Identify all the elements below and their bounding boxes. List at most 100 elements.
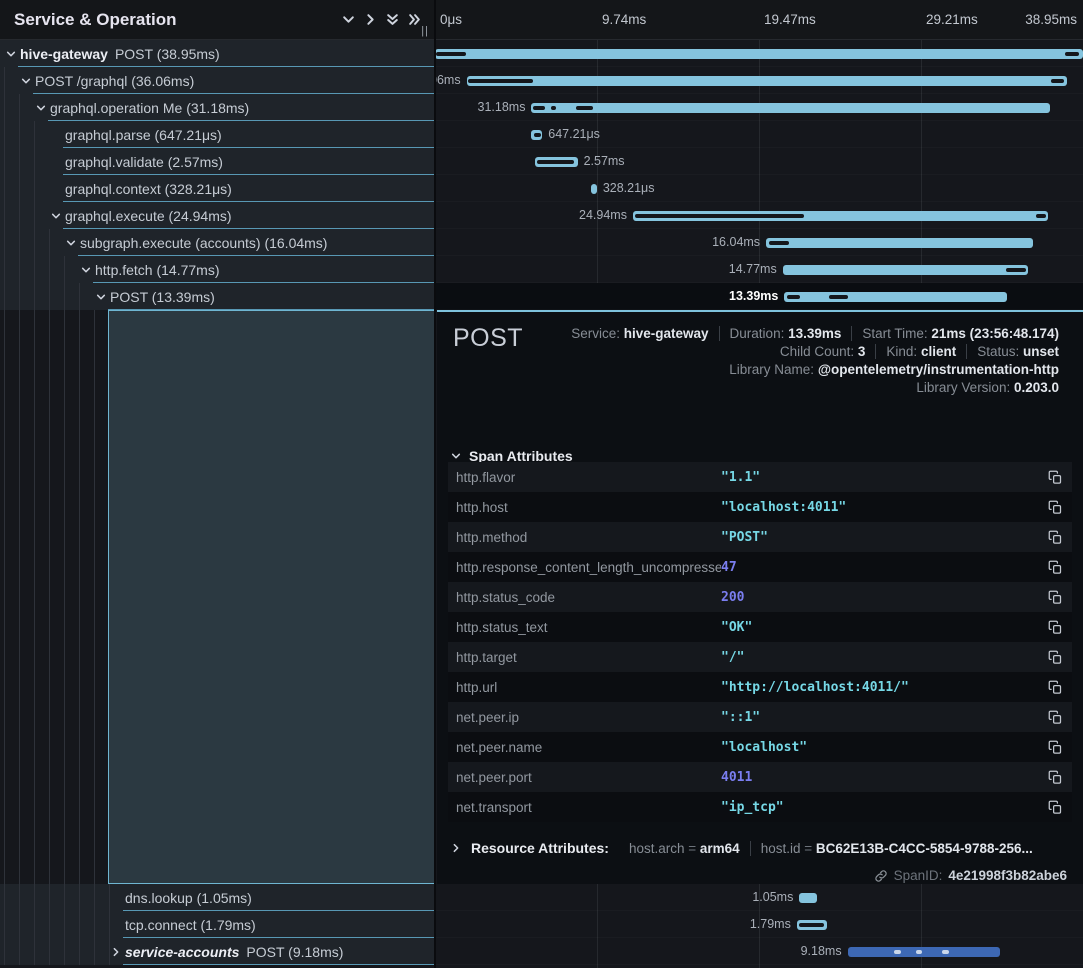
span-id-value: 4e21998f3b82abe6 [948, 868, 1067, 883]
span-duration-bar[interactable] [799, 893, 817, 903]
span-attributes-toggle[interactable]: Span Attributes [451, 448, 573, 464]
span-label: graphql.context (328.21μs) [65, 180, 232, 197]
span-duration-label: 1.05ms [752, 890, 794, 904]
span-duration-bar[interactable] [766, 238, 1033, 248]
span-duration-bar[interactable] [435, 49, 1083, 59]
indent-guides [4, 202, 35, 229]
span-bar-row[interactable]: 1.79ms [435, 911, 1083, 938]
span-tree-row[interactable]: hive-gateway POST (38.95ms) [0, 40, 435, 67]
copy-icon[interactable] [1046, 798, 1064, 816]
collapse-all-icon[interactable] [381, 9, 403, 31]
span-duration-bar[interactable] [531, 130, 543, 140]
span-bar-row[interactable]: 16.04ms [435, 229, 1083, 256]
panel-resize-handle[interactable]: || [421, 25, 429, 37]
copy-icon[interactable] [1046, 738, 1064, 756]
attribute-key: net.peer.name [456, 739, 543, 755]
collapse-one-icon[interactable] [337, 9, 359, 31]
indent-guides [4, 310, 104, 884]
span-duration-bar[interactable] [466, 76, 1067, 86]
span-tree-row[interactable]: POST (13.39ms) [0, 283, 435, 310]
panel-divider[interactable] [434, 0, 436, 968]
span-duration-bar[interactable] [847, 947, 1001, 957]
span-bar-row[interactable]: 647.21μs [435, 121, 1083, 148]
copy-icon[interactable] [1046, 678, 1064, 696]
attribute-row: net.peer.port 4011 [448, 762, 1072, 792]
detail-meta-item: Child Count: 3 [779, 344, 866, 359]
chevron-down-icon[interactable] [21, 76, 35, 86]
link-icon [874, 869, 887, 882]
span-duration-bar[interactable] [796, 920, 827, 930]
expand-one-icon[interactable] [359, 9, 381, 31]
chevron-down-icon[interactable] [51, 211, 65, 221]
copy-icon[interactable] [1046, 498, 1064, 516]
attribute-key: net.transport [456, 799, 532, 815]
copy-icon[interactable] [1046, 528, 1064, 546]
span-tree-row[interactable]: graphql.execute (24.94ms) [0, 202, 435, 229]
chevron-down-icon[interactable] [96, 292, 110, 302]
span-bar-row[interactable]: 31.18ms [435, 94, 1083, 121]
span-duration-label: 2.57ms [583, 154, 625, 168]
span-bar-row[interactable]: 9.18ms [435, 938, 1083, 965]
attribute-row: net.peer.ip "::1" [448, 702, 1072, 732]
resource-attribute-item: host.id = BC62E13B-C4CC-5854-9788-256... [749, 840, 1043, 856]
chevron-down-icon[interactable] [81, 265, 95, 275]
span-tree-row[interactable]: graphql.parse (647.21μs) [0, 121, 435, 148]
span-bar-row[interactable]: 24.94ms [435, 202, 1083, 229]
attribute-value: "OK" [721, 619, 753, 635]
span-tree-row[interactable]: graphql.context (328.21μs) [0, 175, 435, 202]
span-tree-row[interactable]: subgraph.execute (accounts) (16.04ms) [0, 229, 435, 256]
span-duration-bar[interactable] [534, 157, 578, 167]
span-duration-bar[interactable] [531, 103, 1051, 113]
attribute-row: http.url "http://localhost:4011/" [448, 672, 1072, 702]
span-duration-bar[interactable] [784, 292, 1008, 302]
expand-all-icon[interactable] [403, 9, 425, 31]
span-bar-row[interactable]: 2.57ms [435, 148, 1083, 175]
span-bar-row[interactable]: 328.21μs [435, 175, 1083, 202]
detail-meta-item: Service: hive-gateway [571, 326, 709, 341]
span-detail-title: POST [453, 324, 524, 352]
copy-icon[interactable] [1046, 648, 1064, 666]
attribute-key: http.url [456, 679, 498, 695]
timeline-gridline [759, 40, 760, 310]
span-tree-row[interactable]: http.fetch (14.77ms) [0, 256, 435, 283]
span-duration-bar[interactable] [782, 265, 1029, 275]
span-bar-row[interactable]: 36.06ms [435, 67, 1083, 94]
row-separator [123, 937, 435, 938]
copy-icon[interactable] [1046, 468, 1064, 486]
span-label: graphql.parse (647.21μs) [65, 126, 222, 143]
chevron-down-icon[interactable] [36, 103, 50, 113]
span-bar-row[interactable]: 14.77ms [435, 256, 1083, 283]
detail-meta-item: Duration: 13.39ms [718, 326, 852, 341]
span-bar-row[interactable]: 1.05ms [435, 884, 1083, 911]
span-tree-row[interactable]: POST /graphql (36.06ms) [0, 67, 435, 94]
chevron-down-icon[interactable] [66, 238, 80, 248]
timeline-tick: 29.21ms [926, 12, 978, 27]
child-span-mark [635, 214, 805, 218]
resource-attributes-toggle[interactable]: Resource Attributes: host.arch = arm64 ho… [451, 840, 1043, 856]
span-tree-row[interactable]: graphql.operation Me (31.18ms) [0, 94, 435, 121]
row-separator [123, 910, 435, 911]
copy-icon[interactable] [1046, 708, 1064, 726]
row-separator [63, 174, 435, 175]
attribute-value: 200 [721, 589, 745, 605]
attribute-key: http.status_text [456, 619, 548, 635]
span-duration-bar[interactable] [591, 184, 597, 194]
copy-icon[interactable] [1046, 768, 1064, 786]
span-bar-row[interactable]: 38.95ms [435, 40, 1083, 67]
attribute-row: http.response_content_length_uncompresse… [448, 552, 1072, 582]
chevron-down-icon[interactable] [6, 49, 20, 59]
resource-attributes-title: Resource Attributes: [471, 840, 609, 856]
timeline-gridline [759, 884, 760, 968]
span-duration-bar[interactable] [632, 211, 1048, 221]
copy-icon[interactable] [1046, 588, 1064, 606]
span-bar-row[interactable]: 13.39ms [435, 283, 1083, 310]
copy-icon[interactable] [1046, 618, 1064, 636]
row-separator [18, 66, 435, 67]
attribute-row: http.host "localhost:4011" [448, 492, 1072, 522]
copy-icon[interactable] [1046, 558, 1064, 576]
span-tree-row[interactable]: graphql.validate (2.57ms) [0, 148, 435, 175]
row-separator [63, 147, 435, 148]
attribute-row: http.status_text "OK" [448, 612, 1072, 642]
span-duration-label: 9.18ms [800, 944, 842, 958]
row-separator [63, 201, 435, 202]
